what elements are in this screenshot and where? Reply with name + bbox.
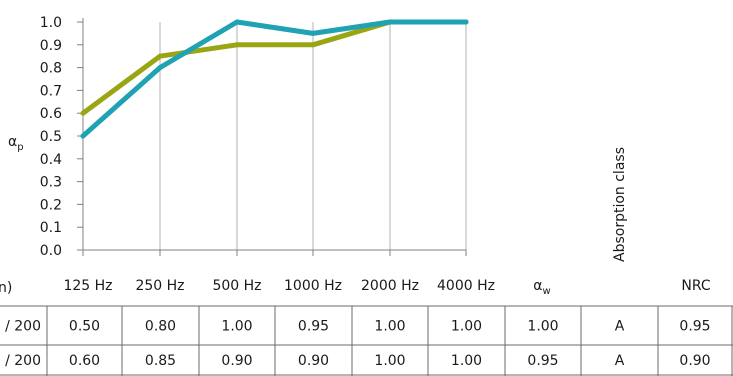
y-tick-label: 0.0 <box>40 243 62 259</box>
column-header: NRC <box>681 278 711 294</box>
table-cell: 1.00 <box>451 353 482 369</box>
y-tick-label: 0.9 <box>40 38 62 54</box>
table-cell: 0.90 <box>298 353 329 369</box>
column-header: 2000 Hz <box>361 278 419 294</box>
table-cell: 0.95 <box>527 353 558 369</box>
data-point <box>234 19 240 25</box>
chart-series <box>80 19 469 139</box>
column-header-absorption-class: Absorption class <box>612 147 628 262</box>
table-cell: 1.00 <box>221 319 252 335</box>
data-point <box>387 19 393 25</box>
data-point <box>80 133 86 139</box>
data-point <box>463 19 469 25</box>
data-point <box>234 42 240 48</box>
y-tick-label: 0.2 <box>40 197 62 213</box>
column-header: 500 Hz <box>212 278 261 294</box>
y-tick-label: 0.6 <box>40 106 62 122</box>
table-cell: 0.90 <box>221 353 252 369</box>
table-header: n) 125 Hz 250 Hz 500 Hz 1000 Hz 2000 Hz 4000 … <box>0 147 711 297</box>
table-cell: A <box>615 353 625 369</box>
data-table: / 200 0.50 0.80 1.00 0.95 1.00 1.00 1.00 A 0.95 / … <box>0 305 733 376</box>
series-line-2 <box>80 19 469 116</box>
column-header: 250 Hz <box>135 278 184 294</box>
table-cell: 0.85 <box>145 353 176 369</box>
row-header-label: n) <box>0 280 12 296</box>
y-tick-label: 1.0 <box>40 15 62 31</box>
y-axis-label: αp <box>8 134 24 153</box>
column-header-alpha-w: αw <box>533 278 550 297</box>
data-point <box>80 110 86 116</box>
table-cell: 0.60 <box>69 353 100 369</box>
column-header: 125 Hz <box>63 278 112 294</box>
column-header: 1000 Hz <box>284 278 342 294</box>
table-cell: 0.80 <box>145 319 176 335</box>
y-tick-label: 0.1 <box>40 220 62 236</box>
y-tick-label: 0.4 <box>40 152 62 168</box>
chart-grid <box>77 21 467 255</box>
table-cell: 0.95 <box>679 319 710 335</box>
table-cell: 1.00 <box>451 319 482 335</box>
row-label: / 200 <box>5 319 41 335</box>
table-cell: 0.90 <box>679 353 710 369</box>
series-line-1 <box>80 19 469 139</box>
table-cell: 1.00 <box>374 353 405 369</box>
data-point <box>310 42 316 48</box>
y-tick-label: 0.8 <box>40 61 62 77</box>
row-label: / 200 <box>5 353 41 369</box>
table-cell: A <box>615 319 625 335</box>
table-cell: 1.00 <box>527 319 558 335</box>
y-tick-label: 0.5 <box>40 129 62 145</box>
table-cell: 0.50 <box>69 319 100 335</box>
y-tick-label: 0.7 <box>40 83 62 99</box>
y-tick-labels: 0.0 0.1 0.2 0.3 0.4 0.5 0.6 0.7 0.8 0.9 1.0 <box>40 15 62 259</box>
table-cell: 0.95 <box>298 319 329 335</box>
column-header: 4000 Hz <box>437 278 495 294</box>
y-tick-label: 0.3 <box>40 175 62 191</box>
table-cell: 1.00 <box>374 319 405 335</box>
data-point <box>157 65 163 71</box>
chart-axes <box>77 18 467 256</box>
data-point <box>310 30 316 36</box>
data-point <box>157 53 163 59</box>
